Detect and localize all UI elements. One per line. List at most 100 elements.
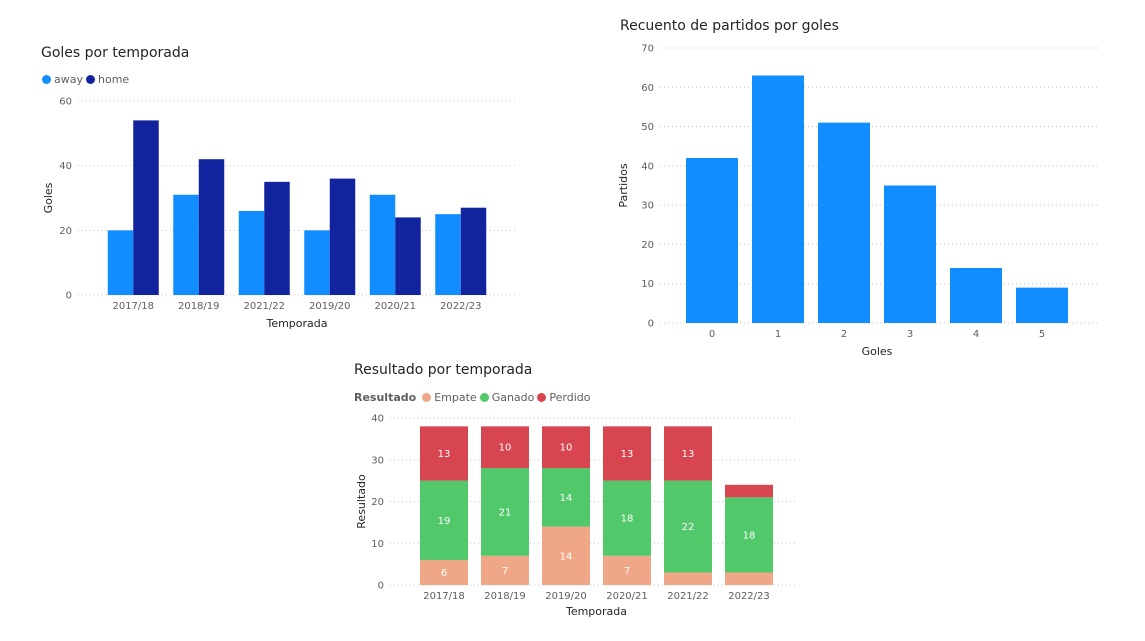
bar-goles-3: [884, 185, 936, 323]
x-tick-label: 2020/21: [374, 301, 416, 312]
y-axis-title: Goles: [42, 182, 55, 213]
resultado-por-temporada-chart: Resultado por temporada Resultado Empate…: [340, 355, 820, 641]
goles-por-temporada-chart: Goles por temporada away home 0 20 40 60 201…: [0, 0, 540, 340]
data-label-empate: 7: [624, 566, 630, 577]
data-label-ganado: 18: [743, 530, 756, 541]
y-tick-label: 20: [641, 240, 654, 251]
bar-segment-perdido-2020-21: [603, 426, 651, 481]
bar-goles-1: [752, 75, 804, 323]
data-label-ganado: 14: [560, 493, 573, 504]
x-tick-label: 1: [775, 329, 781, 340]
x-tick-label: 2018/19: [178, 301, 220, 312]
x-tick-label: 2017/18: [112, 301, 154, 312]
chart-title: Recuento de partidos por goles: [620, 18, 839, 34]
data-label-perdido: 13: [621, 449, 634, 460]
y-tick-label: 70: [641, 44, 654, 55]
legend-item-empate[interactable]: Empate: [422, 391, 477, 404]
bar-segment-ganado-2018-19: [481, 468, 529, 556]
bar-segment-perdido-2018-19: [481, 426, 529, 469]
legend-marker-perdido: [537, 393, 547, 402]
chart-legend[interactable]: away home: [42, 73, 132, 86]
bar-segment-empate-2022-23: [725, 572, 773, 585]
x-axis-title: Temporada: [565, 605, 627, 618]
bar-goles-2: [818, 122, 870, 324]
x-tick-label: 3: [907, 329, 913, 340]
resultado-por-temporada-plot: 0 10 20 30 40 2017/18 2018/19 2019/20 2020/21 202…: [355, 414, 795, 618]
x-tick-label: 2021/22: [243, 301, 285, 312]
legend-label-ganado: Ganado: [491, 391, 535, 404]
legend-item-ganado[interactable]: Ganado: [479, 391, 535, 404]
bar-away-2021-22: [238, 210, 265, 295]
bar-segment-empate-2017-18: [420, 559, 468, 585]
x-tick-label: 2017/18: [423, 591, 465, 602]
y-tick-label: 0: [648, 319, 654, 330]
x-tick-label: 5: [1039, 329, 1045, 340]
bar-home-2020-21: [395, 217, 421, 295]
x-tick-label: 2: [841, 329, 847, 340]
bar-goles-0: [686, 158, 738, 323]
recuento-partidos-chart: Recuento de partidos por goles 0 10 20 30 40…: [560, 0, 1145, 370]
y-tick-label: 30: [641, 201, 654, 212]
y-tick-label: 60: [59, 97, 72, 108]
legend-marker-away: [42, 75, 51, 84]
bar-home-2022-23: [460, 207, 487, 295]
data-label-empate: 7: [502, 566, 508, 577]
y-tick-label: 20: [371, 497, 384, 508]
y-tick-label: 20: [59, 226, 72, 237]
y-axis-title: Partidos: [617, 163, 630, 207]
data-label-empate: 6: [441, 568, 447, 579]
bar-segment-perdido-2021-22: [664, 426, 712, 481]
x-tick-label: 4: [973, 329, 979, 340]
legend-label-away: away: [54, 73, 83, 86]
bar-away-2018-19: [173, 194, 199, 295]
y-tick-label: 40: [641, 161, 654, 172]
legend-title: Resultado: [354, 391, 417, 404]
bar-segment-empate-2020-21: [603, 555, 651, 585]
y-tick-label: 60: [641, 83, 654, 94]
legend-marker-empate: [422, 393, 432, 402]
data-label-ganado: 22: [682, 522, 695, 533]
y-tick-label: 0: [378, 581, 384, 592]
legend-label-empate: Empate: [434, 391, 477, 404]
legend-marker-home: [86, 75, 95, 84]
y-tick-label: 40: [371, 414, 384, 425]
y-tick-label: 10: [641, 279, 654, 290]
data-label-perdido: 10: [560, 443, 573, 454]
bar-segment-empate-2021-22: [664, 572, 712, 585]
data-label-perdido: 10: [499, 443, 512, 454]
data-label-ganado: 21: [499, 507, 512, 518]
bar-segment-ganado-2022-23: [725, 497, 773, 573]
bar-away-2017-18: [107, 230, 134, 295]
x-tick-label: 0: [709, 329, 715, 340]
legend-item-home[interactable]: home: [86, 73, 129, 86]
bar-segment-perdido-2019-20: [542, 426, 590, 469]
bar-home-2021-22: [264, 181, 290, 295]
x-tick-label: 2022/23: [728, 591, 770, 602]
y-tick-label: 10: [371, 539, 384, 550]
data-label-perdido: 13: [438, 449, 451, 460]
y-axis-title: Resultado: [355, 474, 368, 529]
x-tick-label: 2021/22: [667, 591, 709, 602]
bar-home-2018-19: [198, 159, 225, 295]
legend-label-perdido: Perdido: [549, 391, 591, 404]
legend-marker-ganado: [479, 393, 489, 402]
chart-title: Goles por temporada: [41, 45, 190, 61]
y-tick-label: 40: [59, 161, 72, 172]
recuento-partidos-plot: 0 10 20 30 40 50 60 70 0 1 2 3 4 5 Goles Partidos: [617, 44, 1100, 358]
chart-title: Resultado por temporada: [354, 362, 533, 378]
legend-item-perdido[interactable]: Perdido: [537, 391, 590, 404]
bar-segment-ganado-2019-20: [542, 468, 590, 527]
x-axis-title: Goles: [862, 345, 893, 358]
x-tick-label: 2020/21: [606, 591, 648, 602]
data-label-perdido: 13: [682, 449, 695, 460]
chart-legend[interactable]: Resultado Empate Ganado Perdido: [354, 391, 593, 404]
bar-segment-empate-2018-19: [481, 555, 529, 585]
bar-goles-4: [950, 268, 1002, 323]
bar-segment-empate-2019-20: [542, 526, 590, 585]
x-tick-label: 2019/20: [309, 301, 351, 312]
x-axis-title: Temporada: [265, 317, 327, 330]
bar-segment-perdido-2017-18: [420, 426, 468, 481]
x-tick-label: 2022/23: [440, 301, 482, 312]
data-label-ganado: 18: [621, 514, 634, 525]
legend-item-away[interactable]: away: [42, 73, 83, 86]
